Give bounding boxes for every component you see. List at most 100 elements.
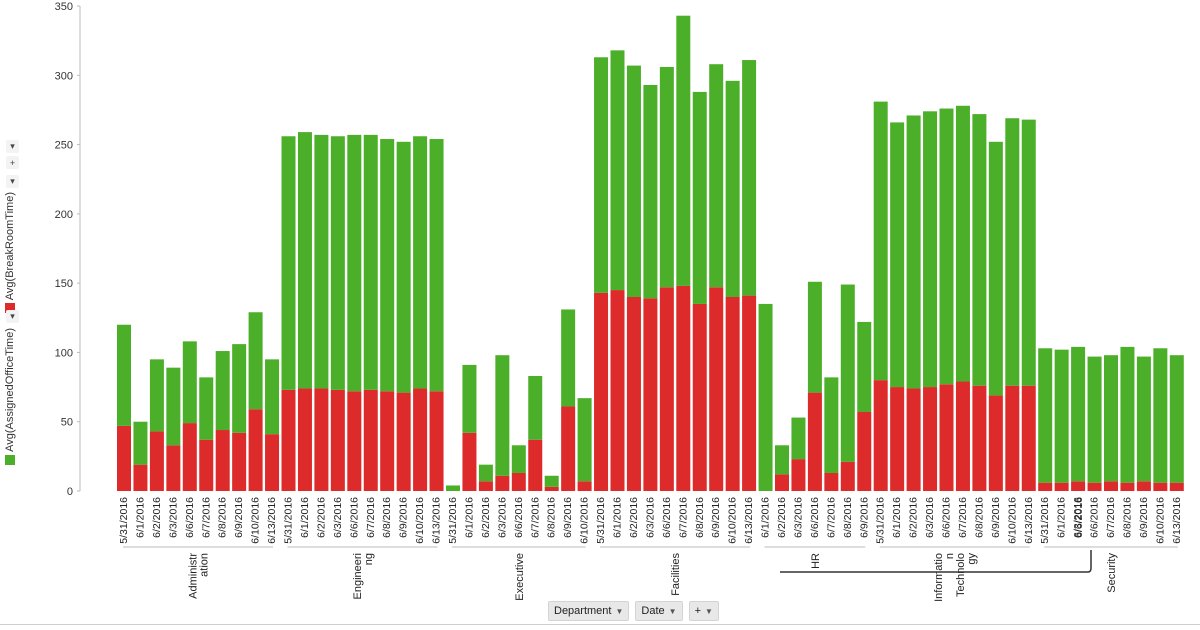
bar-assigned[interactable] [807,281,822,393]
bar-breakroom[interactable] [840,461,855,491]
bar-assigned[interactable] [429,139,444,392]
bar-assigned[interactable] [857,321,872,413]
bar-breakroom[interactable] [330,389,345,491]
bar-assigned[interactable] [577,398,592,482]
bar-assigned[interactable] [1153,348,1168,483]
bar-breakroom[interactable] [659,287,674,491]
legend-breakroom[interactable]: Avg(BreakRoomTime) [4,192,16,314]
bar-assigned[interactable] [791,417,806,460]
bar-assigned[interactable] [133,421,148,465]
bar-assigned[interactable] [1038,348,1053,483]
bar-assigned[interactable] [396,141,411,393]
bar-assigned[interactable] [923,111,938,388]
bar-breakroom[interactable] [1136,481,1151,491]
bar-assigned[interactable] [478,464,493,482]
bar-breakroom[interactable] [1005,385,1020,491]
y-axis-menu-caret-button[interactable]: ▾ [6,140,19,153]
bar-breakroom[interactable] [396,392,411,491]
assigned-menu-caret-button[interactable]: ▾ [6,310,19,323]
bar-breakroom[interactable] [1021,385,1036,491]
bar-assigned[interactable] [380,139,395,392]
bar-breakroom[interactable] [972,385,987,491]
bar-assigned[interactable] [709,64,724,288]
bar-assigned[interactable] [297,132,312,389]
bar-assigned[interactable] [1071,346,1086,482]
bar-assigned[interactable] [1169,355,1184,483]
bar-breakroom[interactable] [215,430,230,491]
bar-breakroom[interactable] [824,472,839,491]
breakroom-menu-caret-button[interactable]: ▾ [6,175,19,188]
bar-breakroom[interactable] [314,388,329,491]
bar-assigned[interactable] [1054,349,1069,483]
bar-breakroom[interactable] [692,303,707,491]
bar-breakroom[interactable] [495,475,510,491]
bar-assigned[interactable] [725,80,740,297]
bar-assigned[interactable] [1005,118,1020,386]
bar-assigned[interactable] [775,445,789,475]
bar-breakroom[interactable] [676,285,691,491]
bar-assigned[interactable] [1120,346,1135,483]
bar-assigned[interactable] [972,114,987,386]
bar-breakroom[interactable] [873,380,888,491]
bar-assigned[interactable] [413,136,428,389]
bar-breakroom[interactable] [626,297,641,491]
bar-breakroom[interactable] [807,392,822,491]
bar-breakroom[interactable] [281,389,296,491]
bar-assigned[interactable] [643,84,658,299]
bar-assigned[interactable] [742,60,757,296]
bar-breakroom[interactable] [528,439,543,491]
bar-breakroom[interactable] [117,425,131,491]
bar-assigned[interactable] [149,359,164,432]
bar-breakroom[interactable] [890,387,905,491]
bar-breakroom[interactable] [643,298,658,491]
bar-assigned[interactable] [939,108,954,385]
bar-assigned[interactable] [265,359,280,435]
bar-assigned[interactable] [314,134,329,389]
bar-breakroom[interactable] [1120,482,1135,491]
bar-breakroom[interactable] [133,464,148,491]
bar-assigned[interactable] [692,91,707,304]
bar-breakroom[interactable] [182,423,197,491]
bar-assigned[interactable] [610,50,625,291]
bar-breakroom[interactable] [1153,482,1168,491]
bar-assigned[interactable] [890,122,905,388]
bar-breakroom[interactable] [1104,481,1118,491]
bar-assigned[interactable] [248,312,263,410]
bar-breakroom[interactable] [429,391,444,491]
bar-assigned[interactable] [511,445,526,473]
bar-breakroom[interactable] [1087,482,1102,491]
bar-assigned[interactable] [544,475,559,487]
bar-assigned[interactable] [363,134,378,390]
bar-breakroom[interactable] [199,439,214,491]
bar-breakroom[interactable] [561,406,576,491]
bar-breakroom[interactable] [248,409,263,491]
bar-assigned[interactable] [182,341,197,424]
bar-breakroom[interactable] [988,395,1003,491]
bar-assigned[interactable] [215,351,230,431]
bar-assigned[interactable] [626,65,641,297]
bar-breakroom[interactable] [939,384,954,491]
bar-breakroom[interactable] [511,472,526,491]
department-axis-button[interactable]: Department ▼ [548,601,630,621]
bar-assigned[interactable] [824,377,839,473]
legend-assigned[interactable]: Avg(AssignedOfficeTime) [4,328,16,465]
bar-breakroom[interactable] [906,388,921,491]
bar-assigned[interactable] [1087,356,1102,483]
bar-breakroom[interactable] [1038,482,1053,491]
bar-assigned[interactable] [906,115,921,389]
add-x-axis-button[interactable]: + ▼ [688,601,719,621]
bar-breakroom[interactable] [709,287,724,491]
add-y-axis-button[interactable]: + [6,156,19,169]
bar-breakroom[interactable] [265,434,280,491]
bar-assigned[interactable] [840,284,855,462]
bar-breakroom[interactable] [1071,481,1086,491]
bar-breakroom[interactable] [857,412,872,491]
bar-breakroom[interactable] [297,388,312,491]
bar-assigned[interactable] [758,303,773,491]
bar-assigned[interactable] [117,324,131,426]
bar-breakroom[interactable] [775,474,789,491]
bar-breakroom[interactable] [594,292,609,491]
bar-breakroom[interactable] [725,297,740,491]
bar-assigned[interactable] [347,134,362,392]
bar-assigned[interactable] [1104,355,1118,482]
